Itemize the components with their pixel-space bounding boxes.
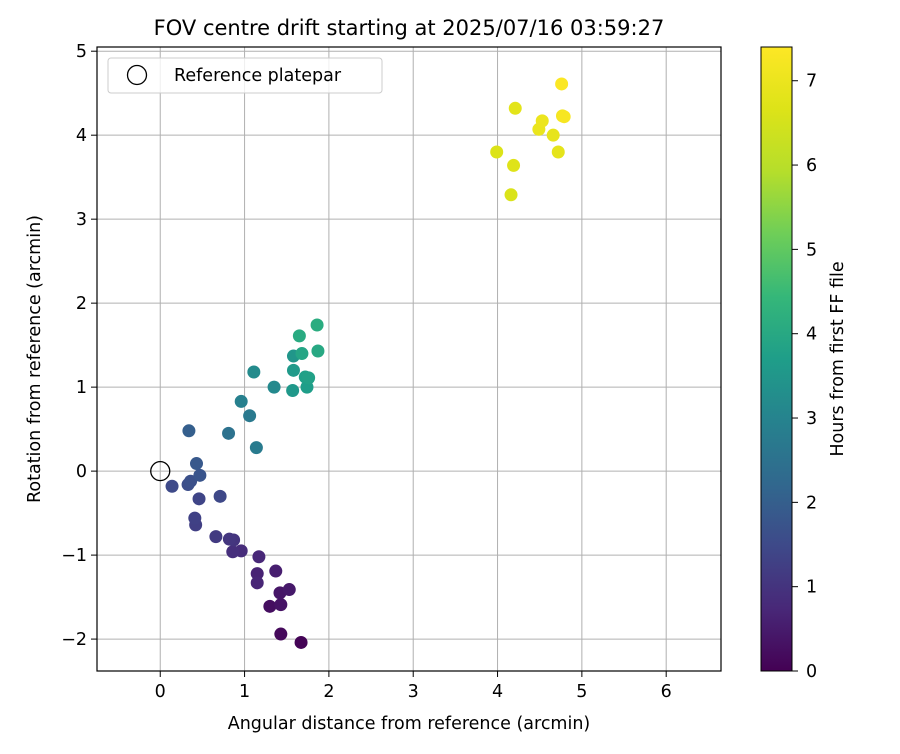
x-tick-label: 2 — [323, 682, 334, 702]
y-axis-label: Rotation from reference (arcmin) — [25, 215, 45, 503]
data-point — [182, 424, 196, 438]
data-point — [557, 110, 571, 124]
y-tick-label: 2 — [76, 294, 87, 314]
colorbar-tick-label: 7 — [806, 72, 817, 92]
x-tick-label: 0 — [155, 682, 166, 702]
data-point — [302, 371, 316, 385]
data-point — [274, 627, 288, 641]
plot-frame — [96, 46, 722, 672]
data-point — [269, 564, 283, 578]
colorbar-tick-label: 2 — [806, 493, 817, 513]
data-point — [263, 599, 277, 613]
data-point — [250, 567, 264, 581]
data-point — [188, 511, 202, 525]
y-tick-label: 4 — [76, 126, 87, 146]
axis-ticks: 0 1 2 3 4 5 6 −2 −1 0 1 2 3 4 5 — [61, 42, 672, 702]
y-tick-label: 3 — [76, 210, 87, 230]
data-point — [292, 329, 306, 343]
y-tick-label: 0 — [76, 462, 87, 482]
data-point — [247, 365, 261, 379]
data-point — [282, 583, 296, 597]
y-tick-label: −2 — [61, 630, 87, 650]
data-point — [310, 318, 324, 332]
colorbar-tick-label: 3 — [806, 409, 817, 429]
data-point — [311, 344, 325, 358]
y-tick-label: 1 — [76, 378, 87, 398]
colorbar-tick-label: 5 — [806, 240, 817, 260]
data-point — [226, 545, 240, 559]
data-point — [250, 576, 264, 590]
data-points — [150, 77, 571, 649]
reference-platepar-marker — [150, 460, 171, 482]
data-point — [551, 145, 565, 159]
x-tick-label: 1 — [239, 682, 250, 702]
x-axis-label: Angular distance from reference (arcmin) — [228, 714, 591, 734]
x-tick-label: 4 — [492, 682, 503, 702]
x-tick-label: 3 — [408, 682, 419, 702]
data-point — [504, 188, 518, 202]
data-point — [234, 394, 248, 408]
data-point — [222, 532, 236, 546]
data-point — [252, 550, 266, 564]
data-point — [555, 77, 569, 91]
y-tick-label: −1 — [61, 546, 87, 566]
colorbar-tick-label: 4 — [806, 325, 817, 345]
data-point — [209, 530, 223, 544]
data-point — [243, 409, 257, 423]
x-tick-label: 6 — [661, 682, 672, 702]
data-point — [286, 383, 300, 397]
x-tick-label: 5 — [576, 682, 587, 702]
colorbar-ticks: 0 1 2 3 4 5 6 7 — [792, 72, 817, 682]
data-point — [213, 489, 227, 503]
data-point — [508, 101, 522, 115]
data-point — [192, 492, 206, 506]
data-point — [165, 479, 179, 493]
data-point — [535, 114, 549, 128]
data-point — [193, 468, 207, 482]
data-point — [274, 598, 288, 612]
data-point — [267, 380, 281, 394]
chart-title: FOV centre drift starting at 2025/07/16 … — [154, 16, 665, 40]
colorbar-label: Hours from first FF file — [828, 261, 848, 456]
data-point — [249, 441, 263, 455]
data-point — [294, 635, 308, 649]
data-point — [546, 128, 560, 142]
legend-marker-reference — [126, 64, 148, 86]
data-point — [222, 426, 236, 440]
data-point — [507, 158, 521, 172]
legend-label-reference: Reference platepar — [174, 66, 342, 86]
colorbar — [760, 46, 793, 672]
legend: Reference platepar — [107, 57, 383, 94]
data-point — [295, 347, 309, 361]
data-point — [184, 474, 198, 488]
data-point — [190, 457, 204, 471]
legend-box — [107, 57, 383, 94]
data-point — [286, 363, 300, 377]
data-point — [490, 145, 504, 159]
colorbar-tick-label: 1 — [806, 578, 817, 598]
colorbar-tick-label: 6 — [806, 156, 817, 176]
y-tick-label: 5 — [76, 42, 87, 62]
colorbar-tick-label: 0 — [806, 662, 817, 682]
grid-lines — [97, 47, 721, 671]
